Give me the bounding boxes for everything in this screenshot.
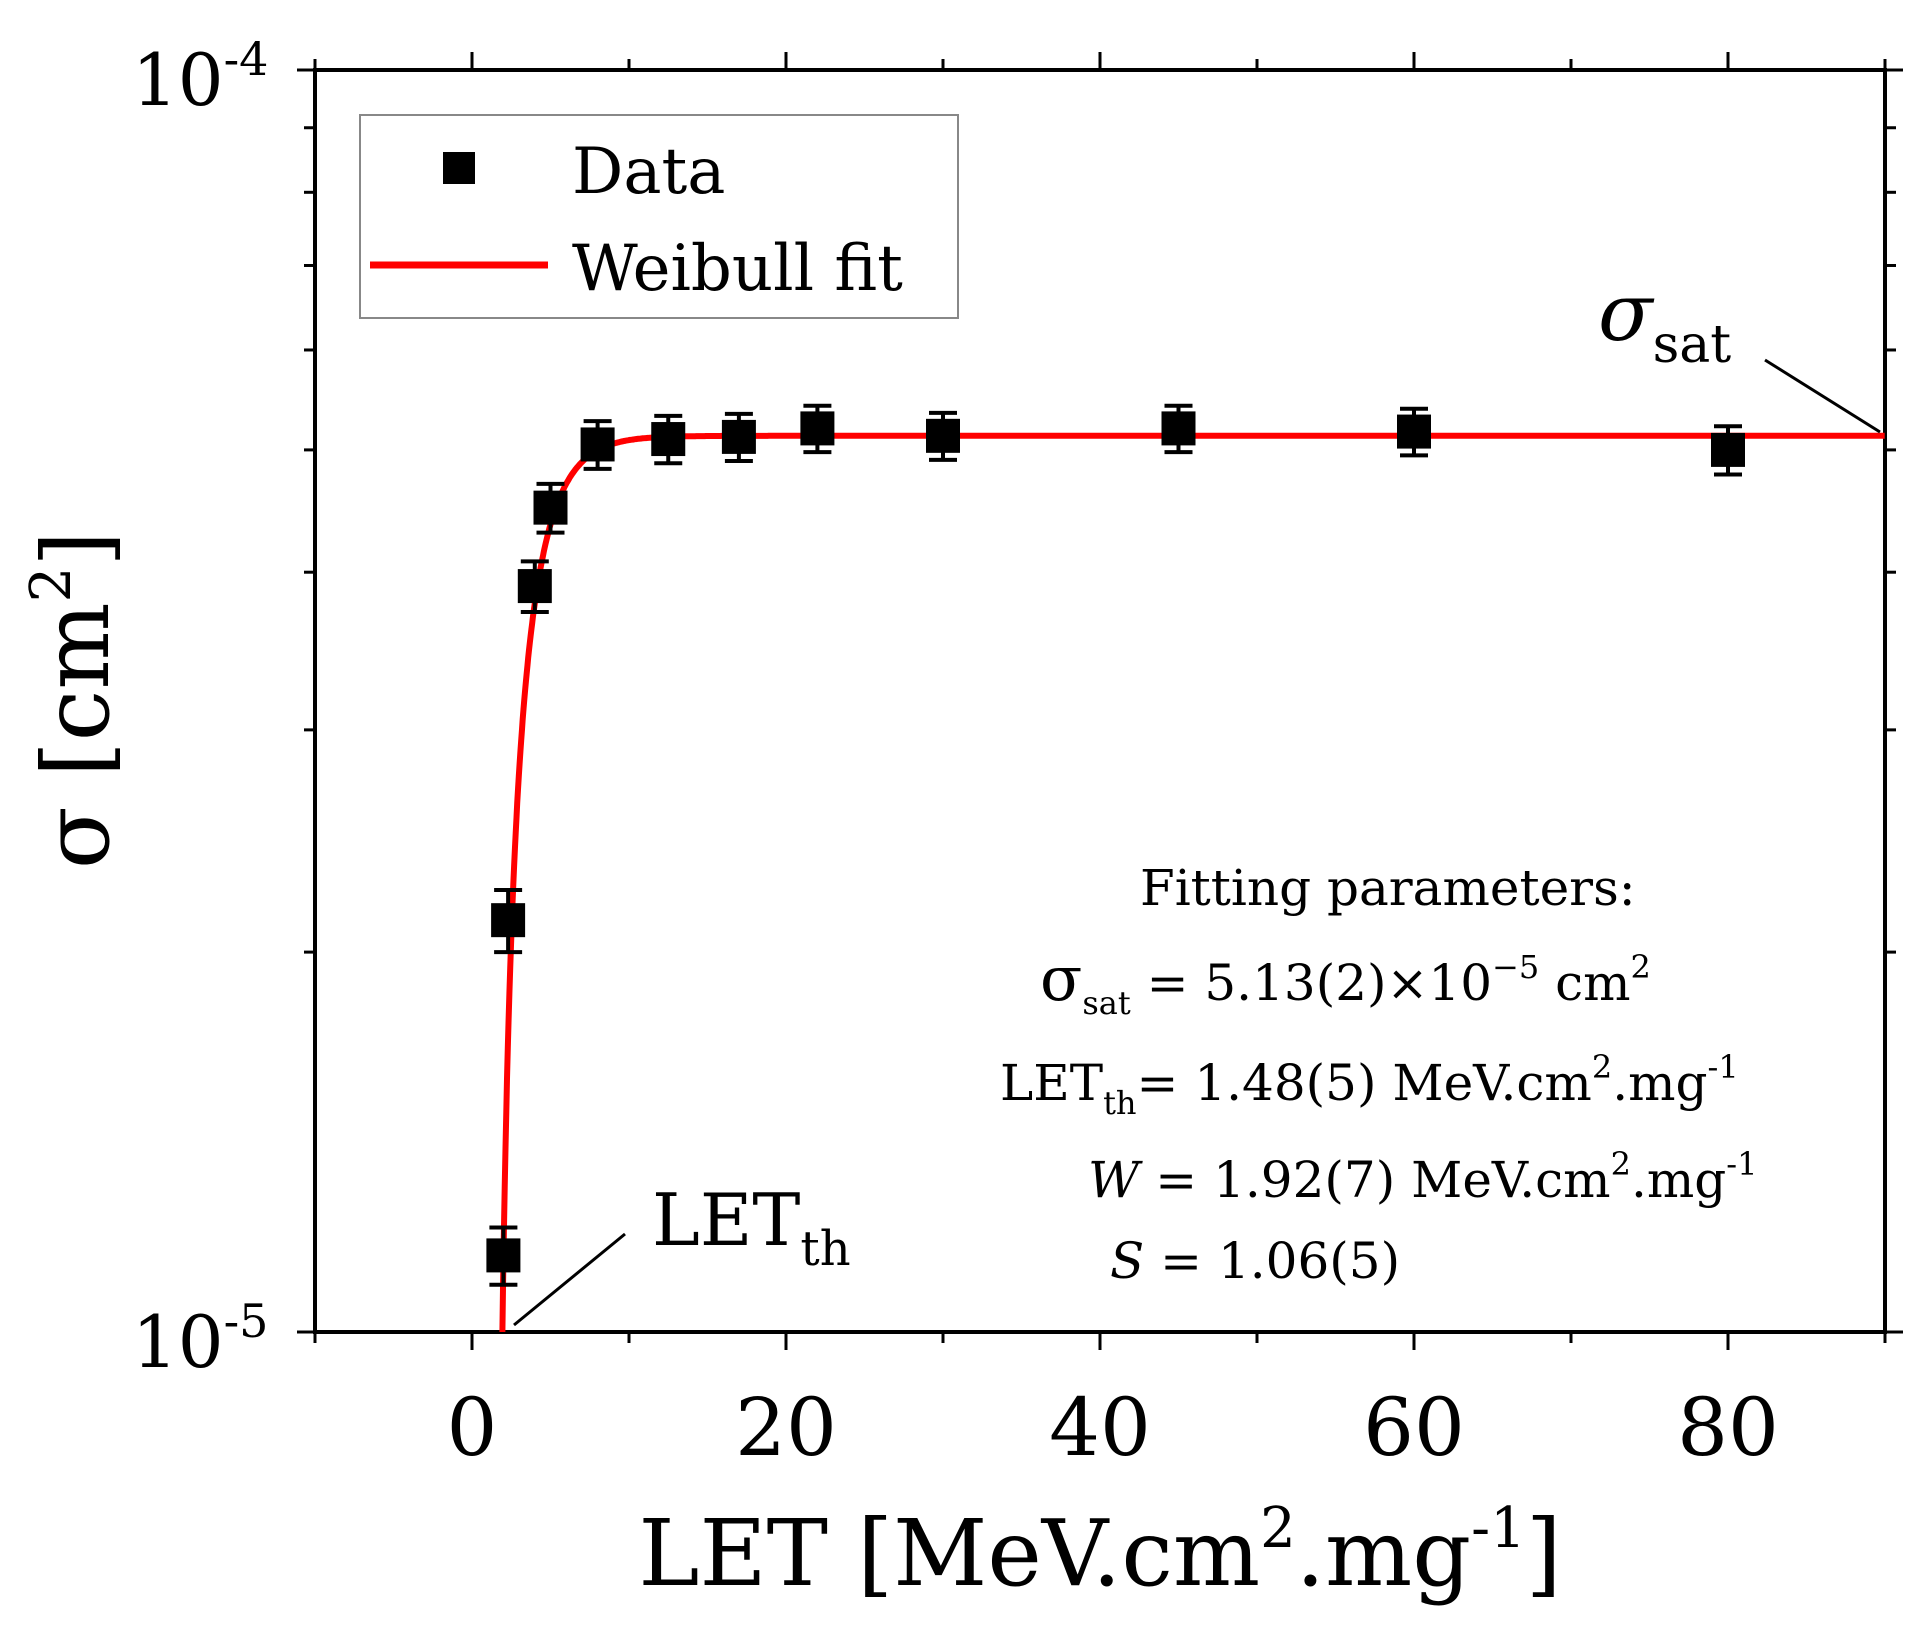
let-th-pointer: [513, 1232, 626, 1327]
data-point: [1161, 411, 1196, 446]
data-point: [721, 419, 756, 454]
x-tick-labels: 0 20 40 60 80: [447, 1381, 1779, 1474]
x-tick-label: 20: [735, 1381, 837, 1474]
legend-marker-data: [443, 152, 475, 184]
data-points: [486, 403, 1745, 1287]
x-axis-label: LET [MeV.cm2.mg-1]: [638, 1496, 1561, 1607]
axis-ticks: [297, 52, 1903, 1350]
data-point: [651, 422, 686, 457]
legend: Data Weibull fit: [359, 114, 959, 319]
x-tick-label: 80: [1677, 1381, 1779, 1474]
let-th-label: LETth: [652, 1178, 851, 1277]
x-tick-label: 40: [1049, 1381, 1151, 1474]
fit-param-let-th: LETth= 1.48(5) MeV.cm2.mg-1: [1000, 1048, 1739, 1122]
let-th-annotation: LETth: [513, 1178, 851, 1327]
data-point: [517, 569, 552, 604]
legend-label-fit: Weibull fit: [572, 232, 903, 306]
y-axis-label: σ [cm2]: [19, 531, 130, 869]
fit-param-w: W = 1.92(7) MeV.cm2.mg-1: [1088, 1145, 1757, 1209]
sigma-sat-label: σsat: [1598, 266, 1731, 375]
data-point: [580, 427, 615, 462]
legend-label-data: Data: [572, 135, 725, 209]
fit-param-sigma-sat: σsat = 5.13(2)×10−5 cm2: [1040, 942, 1651, 1022]
sigma-sat-annotation: σsat: [1598, 266, 1881, 434]
data-point: [491, 903, 526, 938]
fit-parameters: Fitting parameters: σsat = 5.13(2)×10−5 …: [1000, 859, 1757, 1290]
data-point: [800, 411, 835, 446]
sigma-sat-pointer: [1764, 358, 1881, 434]
data-point: [533, 490, 568, 525]
fit-parameters-heading: Fitting parameters:: [1140, 859, 1636, 917]
y-tick-label-top: 10-4: [132, 32, 268, 122]
x-tick-label: 0: [447, 1381, 498, 1474]
fit-param-s: S = 1.06(5): [1110, 1232, 1400, 1290]
data-point: [926, 418, 960, 453]
data-point: [486, 1238, 521, 1273]
data-point: [1711, 432, 1745, 467]
data-point: [1397, 414, 1431, 449]
y-tick-label-bottom: 10-5: [132, 1294, 268, 1384]
legend-box: [359, 114, 959, 319]
x-tick-label: 60: [1363, 1381, 1465, 1474]
